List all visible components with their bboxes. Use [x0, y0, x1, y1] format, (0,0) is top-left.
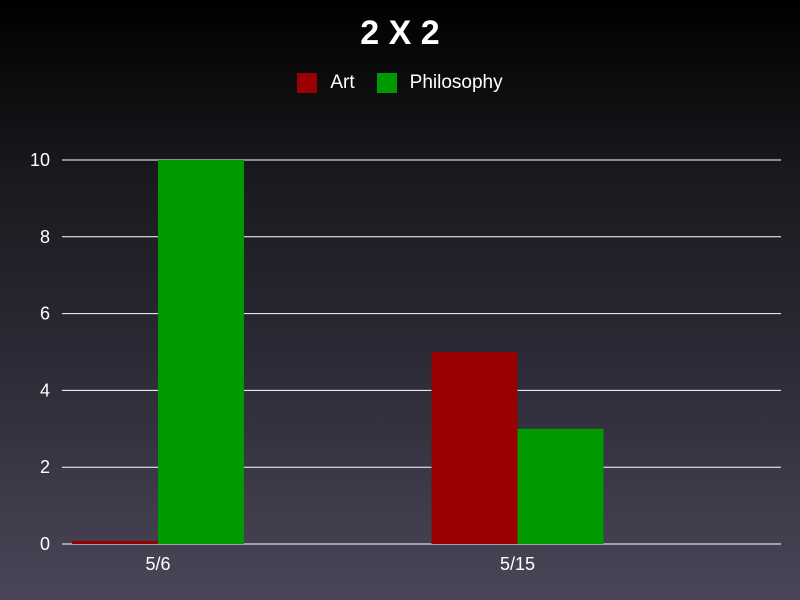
y-tick-label: 2	[40, 457, 50, 477]
y-tick-label: 8	[40, 227, 50, 247]
legend: Art Philosophy	[0, 72, 800, 94]
legend-label-philosophy: Philosophy	[409, 72, 503, 93]
bars	[72, 160, 604, 544]
bar-art-2	[431, 352, 518, 544]
legend-item-art: Art	[297, 72, 355, 94]
y-tick-label: 6	[40, 304, 50, 324]
legend-swatch-art	[297, 73, 318, 93]
y-tick-label: 10	[30, 150, 50, 170]
x-axis-ticks: 5/6 5/15	[145, 554, 535, 574]
y-tick-label: 0	[40, 534, 50, 554]
y-tick-label: 4	[40, 380, 50, 400]
x-tick-label: 5/15	[500, 554, 535, 574]
chart-title: 2 X 2	[360, 14, 440, 52]
bar-philosophy-1	[158, 160, 244, 544]
bar-philosophy-2	[517, 428, 604, 544]
legend-swatch-philosophy	[376, 73, 397, 93]
bar-art-1	[72, 541, 158, 544]
x-tick-label: 5/6	[145, 554, 170, 574]
legend-label-art: Art	[330, 72, 355, 93]
y-axis-ticks: 0 2 4 6 8 10	[30, 150, 50, 554]
legend-item-philosophy: Philosophy	[376, 72, 503, 94]
